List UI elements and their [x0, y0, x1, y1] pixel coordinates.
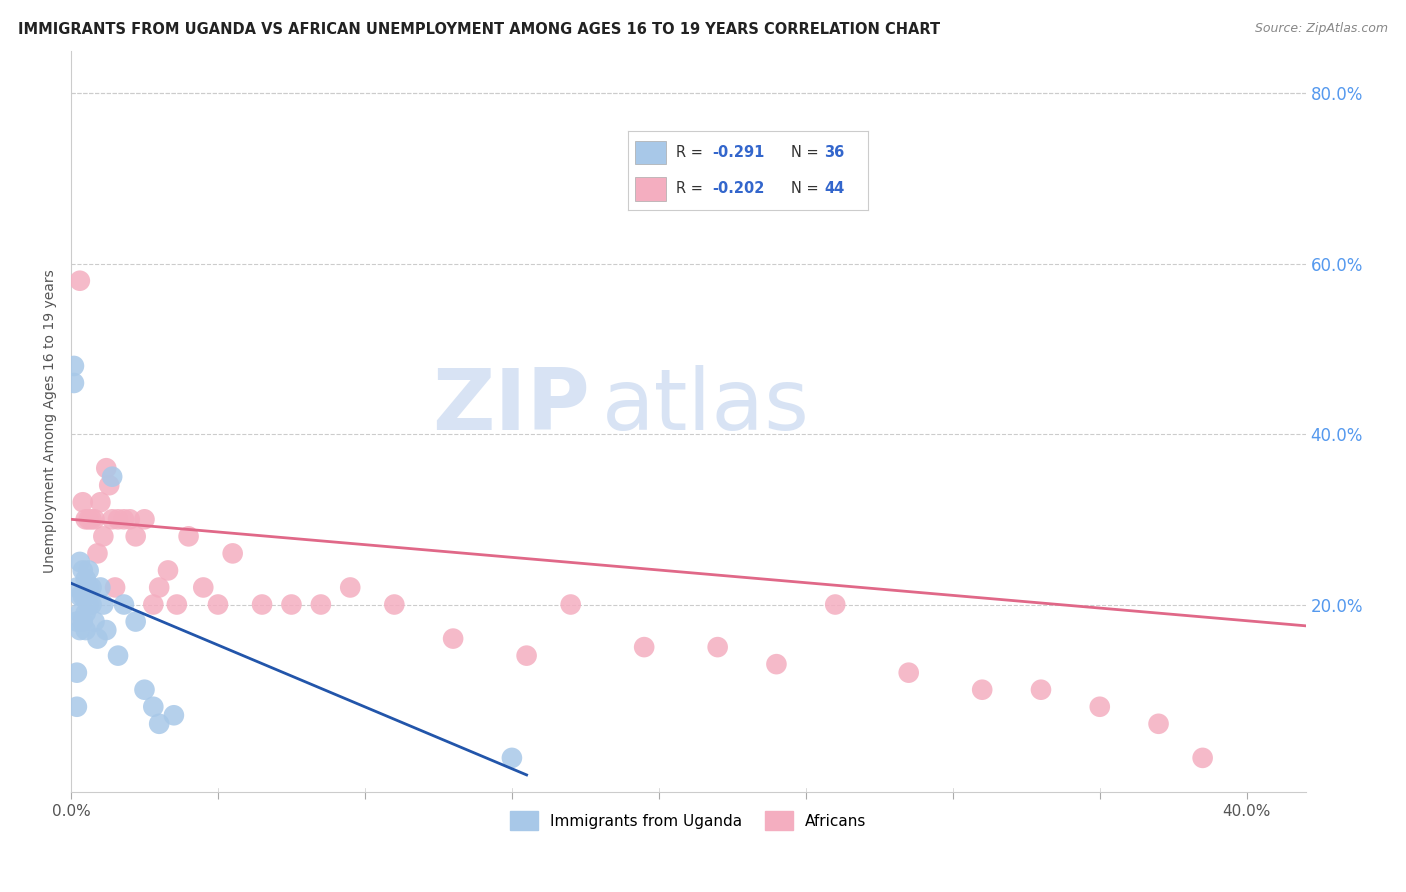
Point [124, 615, 146, 629]
Point [72, 563, 94, 577]
Point [63, 376, 86, 390]
Point [124, 529, 146, 543]
Point [83, 615, 105, 629]
Text: Source: ZipAtlas.com: Source: ZipAtlas.com [1254, 22, 1388, 36]
Point [112, 598, 135, 612]
Point [516, 648, 538, 663]
Point [69, 274, 91, 288]
Point [107, 648, 129, 663]
Point [134, 512, 156, 526]
Text: N =: N = [792, 145, 824, 160]
Point [134, 682, 156, 697]
Point [80, 581, 103, 595]
Point [221, 546, 243, 560]
Point [280, 598, 302, 612]
Text: R =: R = [676, 145, 707, 160]
Point [560, 598, 582, 612]
Point [501, 751, 523, 765]
Point [77, 581, 100, 595]
Point [96, 623, 118, 637]
Point [69, 606, 91, 620]
Point [101, 512, 124, 526]
Point [101, 469, 124, 483]
Point [93, 598, 115, 612]
Point [89, 581, 111, 595]
Text: atlas: atlas [602, 365, 810, 448]
Point [69, 555, 91, 569]
Text: 44: 44 [824, 181, 845, 196]
Point [98, 478, 121, 492]
Point [86, 546, 108, 560]
Bar [636, 141, 666, 164]
Text: ZIP: ZIP [432, 365, 589, 448]
Point [1191, 751, 1213, 765]
Y-axis label: Unemployment Among Ages 16 to 19 years: Unemployment Among Ages 16 to 19 years [44, 269, 58, 574]
Point [118, 512, 141, 526]
Point [207, 598, 229, 612]
Point [66, 581, 89, 595]
Point [93, 529, 115, 543]
Point [80, 512, 103, 526]
Point [66, 699, 89, 714]
Point [75, 623, 97, 637]
Point [765, 657, 787, 672]
Point [72, 495, 94, 509]
Point [96, 461, 118, 475]
Text: R =: R = [676, 181, 707, 196]
Point [72, 615, 94, 629]
Point [250, 598, 273, 612]
Point [1147, 716, 1170, 731]
Point [148, 716, 170, 731]
Point [1088, 699, 1111, 714]
Text: -0.202: -0.202 [711, 181, 765, 196]
Point [80, 598, 103, 612]
Bar [636, 177, 666, 201]
Point [193, 581, 215, 595]
Point [972, 682, 994, 697]
Point [75, 606, 97, 620]
Point [77, 598, 100, 612]
Point [166, 598, 188, 612]
Text: N =: N = [792, 181, 824, 196]
Point [86, 632, 108, 646]
Point [75, 589, 97, 603]
Point [104, 581, 127, 595]
Point [142, 699, 165, 714]
Point [441, 632, 464, 646]
Text: 36: 36 [824, 145, 845, 160]
Point [633, 640, 655, 654]
Point [309, 598, 332, 612]
Point [89, 495, 111, 509]
Point [339, 581, 361, 595]
Point [706, 640, 728, 654]
Point [142, 598, 165, 612]
Point [112, 512, 135, 526]
Point [69, 623, 91, 637]
Point [63, 359, 86, 373]
Point [163, 708, 186, 723]
Point [75, 512, 97, 526]
Legend: Immigrants from Uganda, Africans: Immigrants from Uganda, Africans [505, 805, 872, 836]
Point [69, 589, 91, 603]
Point [382, 598, 405, 612]
Text: IMMIGRANTS FROM UGANDA VS AFRICAN UNEMPLOYMENT AMONG AGES 16 TO 19 YEARS CORRELA: IMMIGRANTS FROM UGANDA VS AFRICAN UNEMPL… [18, 22, 941, 37]
Point [156, 563, 179, 577]
Point [77, 563, 100, 577]
Point [1029, 682, 1052, 697]
Point [824, 598, 846, 612]
Point [83, 512, 105, 526]
Point [66, 665, 89, 680]
Text: -0.291: -0.291 [711, 145, 765, 160]
Point [177, 529, 200, 543]
Point [107, 512, 129, 526]
Point [72, 589, 94, 603]
Point [77, 512, 100, 526]
Point [75, 572, 97, 586]
Point [148, 581, 170, 595]
Point [897, 665, 920, 680]
Point [66, 615, 89, 629]
